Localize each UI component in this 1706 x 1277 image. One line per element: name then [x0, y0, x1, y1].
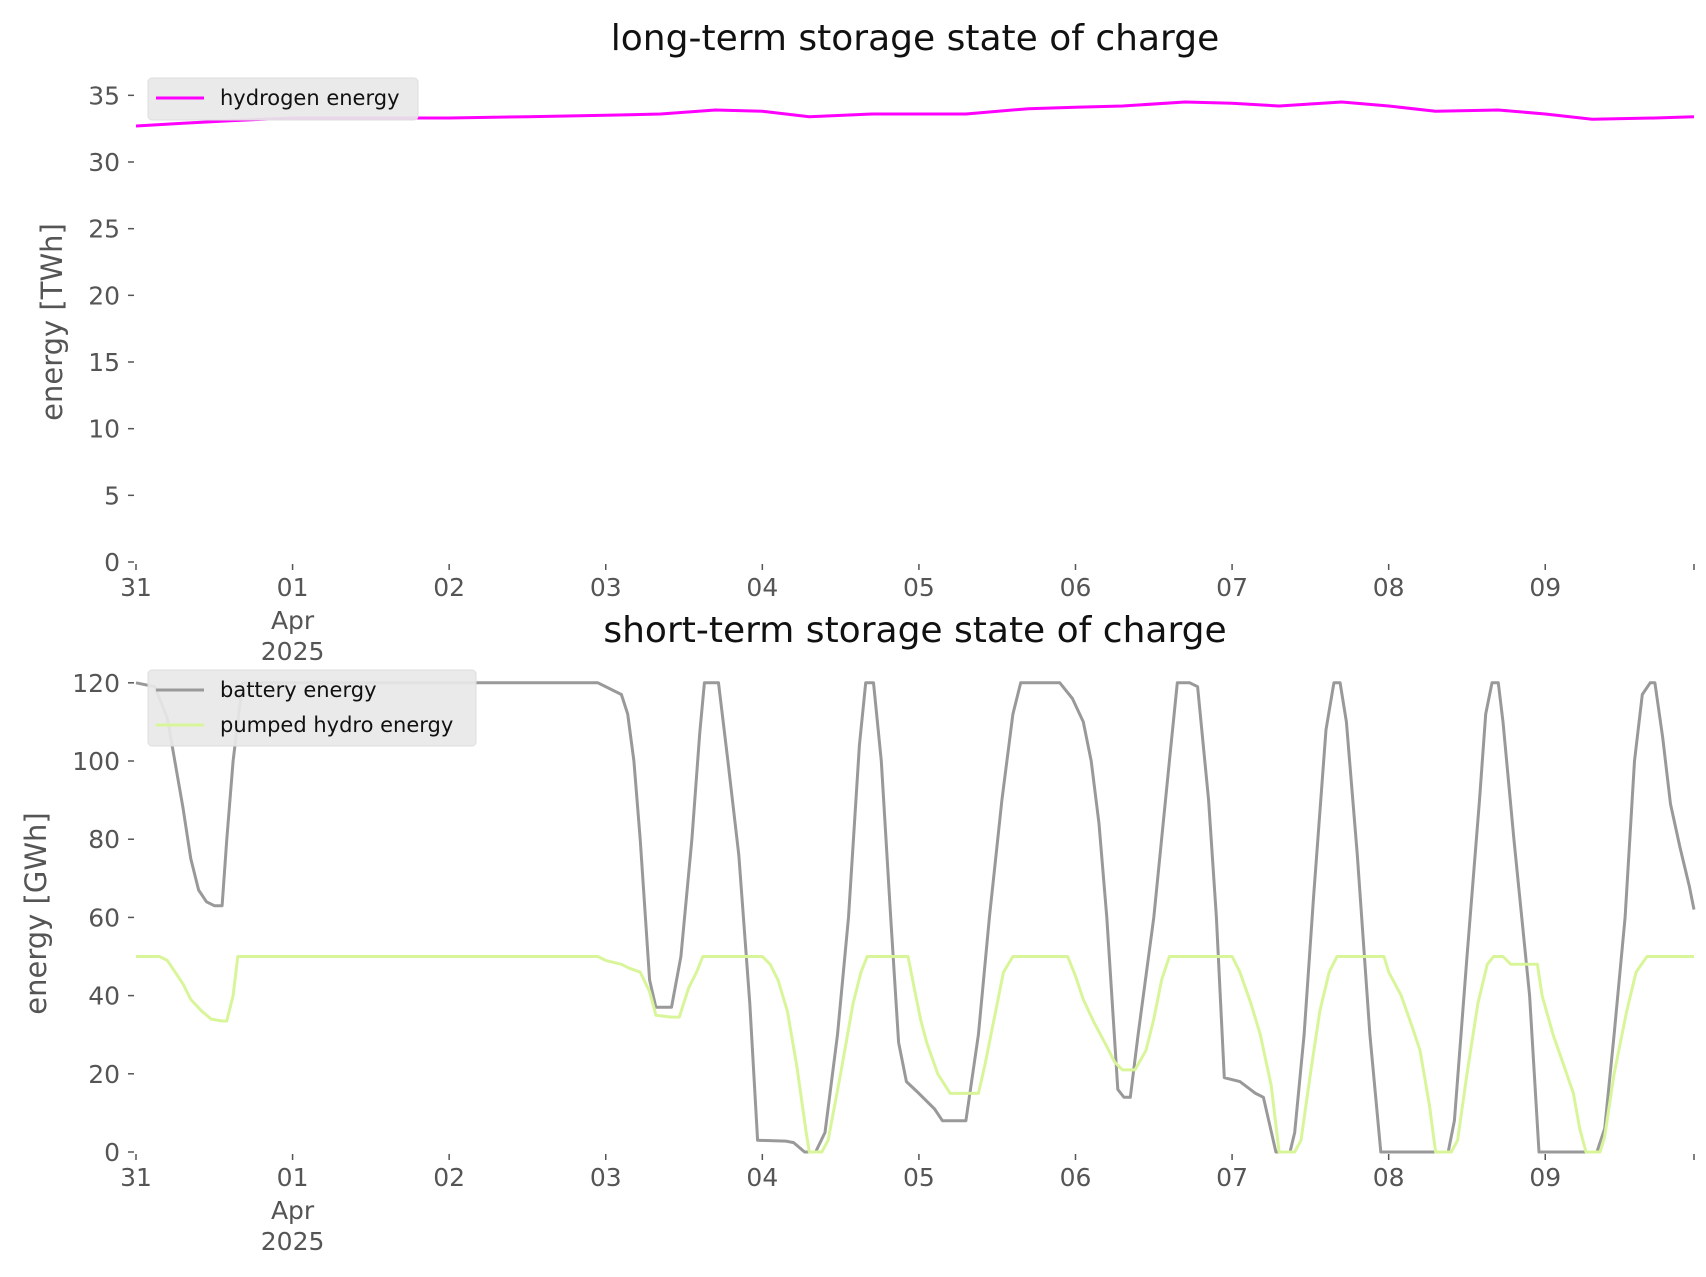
x-tick-label: 05	[903, 1163, 935, 1192]
y-tick-label: 5	[104, 481, 120, 510]
legend-label: hydrogen energy	[220, 86, 400, 110]
x-tick-label: 09	[1529, 1163, 1561, 1192]
legend-box	[147, 77, 419, 121]
x-tick-label: 03	[590, 1163, 622, 1192]
x-tick-sublabel: Apr	[271, 606, 315, 635]
y-axis-label: energy [GWh]	[19, 812, 53, 1014]
legend-label: pumped hydro energy	[220, 713, 453, 737]
x-tick-label: 08	[1373, 573, 1405, 602]
series-line-hydrogen-energy	[135, 100, 1695, 128]
x-tick-label: 06	[1060, 573, 1092, 602]
y-tick-label: 20	[88, 1060, 120, 1089]
y-tick-label: 40	[88, 982, 120, 1011]
y-tick-label: 30	[88, 148, 120, 177]
y-tick-label: 0	[104, 548, 120, 577]
x-tick-label: 08	[1373, 1163, 1405, 1192]
series-line-pumped-hydro-energy	[136, 955, 1694, 1154]
series-line-battery-energy	[135, 681, 1696, 1154]
x-tick-label: 04	[746, 573, 778, 602]
x-tick-label: 01	[277, 573, 309, 602]
x-tick-sublabel: 2025	[261, 637, 325, 666]
x-tick-label: 06	[1060, 1163, 1092, 1192]
x-tick-label: 04	[746, 1163, 778, 1192]
x-tick-label: 31	[120, 573, 152, 602]
y-tick-label: 10	[88, 415, 120, 444]
x-tick-label: 02	[433, 573, 465, 602]
y-tick-label: 25	[88, 215, 120, 244]
y-axis-label: energy [TWh]	[35, 223, 69, 421]
x-tick-label: 01	[277, 1163, 309, 1192]
x-tick-sublabel: 2025	[261, 1227, 325, 1256]
y-tick-label: 0	[104, 1138, 120, 1167]
legend-label: battery energy	[220, 678, 377, 702]
y-tick-label: 80	[88, 825, 120, 854]
y-tick-label: 35	[88, 81, 120, 110]
chart-panel-2: short-term storage state of charge energy…	[19, 610, 1696, 1256]
y-tick-label: 60	[88, 903, 120, 932]
x-tick-label: 07	[1216, 573, 1248, 602]
legend: battery energy pumped hydro energy	[147, 669, 477, 747]
x-tick-label: 31	[120, 1163, 152, 1192]
chart-panel-1: long-term storage state of charge energy …	[35, 18, 1695, 666]
legend: hydrogen energy	[147, 77, 419, 121]
y-tick-label: 15	[88, 348, 120, 377]
y-tick-label: 20	[88, 281, 120, 310]
x-tick-label: 09	[1529, 573, 1561, 602]
x-tick-label: 03	[590, 573, 622, 602]
x-tick-sublabel: Apr	[271, 1196, 315, 1225]
legend-box	[147, 669, 477, 747]
y-tick-label: 120	[72, 669, 120, 698]
chart-title: short-term storage state of charge	[603, 610, 1226, 651]
x-tick-label: 02	[433, 1163, 465, 1192]
x-tick-label: 07	[1216, 1163, 1248, 1192]
y-tick-label: 100	[72, 747, 120, 776]
x-tick-label: 05	[903, 573, 935, 602]
chart-title: long-term storage state of charge	[611, 18, 1219, 59]
